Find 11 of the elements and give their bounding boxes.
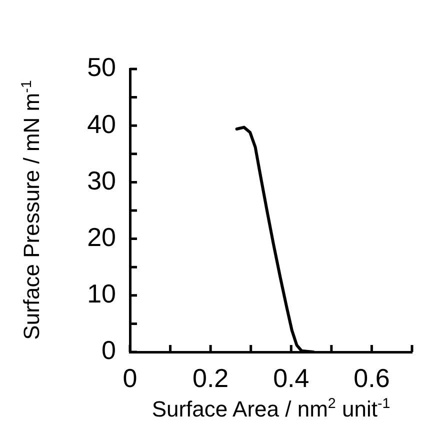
x-tick-label: 0.2: [192, 362, 229, 393]
y-tick-label: 30: [87, 165, 116, 196]
y-tick-label: 0: [102, 335, 116, 366]
y-tick-label: 10: [87, 278, 116, 309]
x-tick-label: 0: [122, 362, 138, 393]
y-tick-label: 20: [87, 222, 116, 252]
y-tick-label: 40: [87, 108, 116, 139]
x-tick-label: 0.4: [273, 362, 310, 393]
x-axis-title: Surface Area / nm$^{2}$ unit$^{-1}$: [150, 396, 392, 422]
x-tick-label: 0.6: [354, 362, 390, 393]
y-tick-label: 50: [87, 52, 116, 82]
